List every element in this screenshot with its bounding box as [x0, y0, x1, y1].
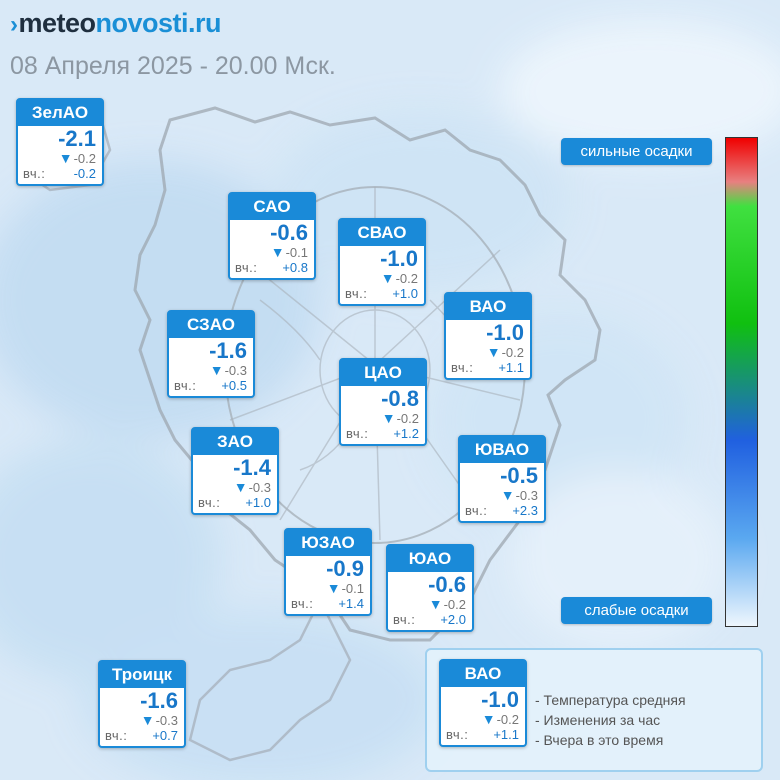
scale-label-heavy: сильные осадки [561, 138, 712, 165]
hourly-change: ▼-0.2 [58, 150, 96, 166]
district-name: СВАО [340, 220, 424, 246]
district-card-svao: СВАО -1.0 ▼-0.2 вч.: +1.0 [338, 218, 426, 306]
district-name: ЮВАО [460, 437, 544, 463]
down-triangle-icon: ▼ [326, 580, 341, 596]
yesterday-row: вч.: +1.1 [451, 360, 524, 375]
temperature: -1.0 [380, 246, 418, 271]
yesterday-row: вч.: +1.4 [291, 596, 364, 611]
temperature: -0.8 [381, 386, 419, 411]
hourly-change: ▼-0.2 [428, 596, 466, 612]
hourly-change: ▼-0.2 [381, 410, 419, 426]
district-card-tsao: ЦАО -0.8 ▼-0.2 вч.: +1.2 [339, 358, 427, 446]
district-card-yuao: ЮАО -0.6 ▼-0.2 вч.: +2.0 [386, 544, 474, 632]
district-card-yuzao: ЮЗАО -0.9 ▼-0.1 вч.: +1.4 [284, 528, 372, 616]
district-name: ЗАО [193, 429, 277, 455]
yesterday-row: вч.: +2.0 [393, 612, 466, 627]
temperature: -0.9 [326, 556, 364, 581]
yesterday-row: вч.: +1.0 [198, 495, 271, 510]
legend-line-change: - Изменения за час [535, 712, 661, 728]
yesterday-row: вч.: +0.5 [174, 378, 247, 393]
district-card-vao: ВАО -1.0 ▼-0.2 вч.: +1.1 [444, 292, 532, 380]
temperature: -1.6 [140, 688, 178, 713]
down-triangle-icon: ▼ [270, 244, 285, 260]
scale-label-light: слабые осадки [561, 597, 712, 624]
district-name: Троицк [100, 662, 184, 688]
down-triangle-icon: ▼ [58, 150, 73, 166]
district-name: ЮАО [388, 546, 472, 572]
site-logo: ›meteonovosti.ru [10, 8, 222, 38]
yesterday-row: вч.: +0.8 [235, 260, 308, 275]
district-name: САО [230, 194, 314, 220]
down-triangle-icon: ▼ [500, 487, 515, 503]
temperature: -1.6 [209, 338, 247, 363]
down-triangle-icon: ▼ [140, 712, 155, 728]
hourly-change: ▼-0.3 [209, 362, 247, 378]
yesterday-row: вч.: +1.0 [345, 286, 418, 301]
down-triangle-icon: ▼ [380, 270, 395, 286]
yesterday-row: вч.: +1.1 [446, 727, 519, 742]
yesterday-row: вч.: +1.2 [346, 426, 419, 441]
temperature: -1.0 [486, 320, 524, 345]
district-card-yuvao: ЮВАО -0.5 ▼-0.3 вч.: +2.3 [458, 435, 546, 523]
hourly-change: ▼-0.2 [481, 711, 519, 727]
down-triangle-icon: ▼ [481, 711, 496, 727]
down-triangle-icon: ▼ [209, 362, 224, 378]
legend-sample-card: ВАО -1.0 ▼-0.2 вч.: +1.1 [439, 659, 527, 747]
down-triangle-icon: ▼ [381, 410, 396, 426]
temperature: -1.4 [233, 455, 271, 480]
yesterday-row: вч.: +2.3 [465, 503, 538, 518]
district-card-zelao: ЗелАО -2.1 ▼-0.2 вч.: -0.2 [16, 98, 104, 186]
down-triangle-icon: ▼ [428, 596, 443, 612]
date-time-title: 08 Апреля 2025 - 20.00 Мск. [10, 52, 336, 80]
precipitation-scale [725, 137, 758, 627]
temperature: -2.1 [58, 126, 96, 151]
temperature: -0.5 [500, 463, 538, 488]
district-name: ВАО [441, 661, 525, 687]
legend-line-yesterday: - Вчера в это время [535, 732, 664, 748]
legend-line-temperature: - Температура средняя [535, 692, 686, 708]
down-triangle-icon: ▼ [233, 479, 248, 495]
district-card-szao: СЗАО -1.6 ▼-0.3 вч.: +0.5 [167, 310, 255, 398]
down-triangle-icon: ▼ [486, 344, 501, 360]
hourly-change: ▼-0.3 [500, 487, 538, 503]
district-card-troitsk: Троицк -1.6 ▼-0.3 вч.: +0.7 [98, 660, 186, 748]
yesterday-row: вч.: -0.2 [23, 166, 96, 181]
moscow-boundary [133, 106, 602, 642]
hourly-change: ▼-0.2 [380, 270, 418, 286]
legend-descriptions: - Температура средняя - Изменения за час… [535, 690, 686, 750]
district-name: ЦАО [341, 360, 425, 386]
hourly-change: ▼-0.1 [270, 244, 308, 260]
temperature: -1.0 [481, 687, 519, 712]
hourly-change: ▼-0.3 [140, 712, 178, 728]
hourly-change: ▼-0.3 [233, 479, 271, 495]
district-card-sao: САО -0.6 ▼-0.1 вч.: +0.8 [228, 192, 316, 280]
district-name: ЮЗАО [286, 530, 370, 556]
district-name: ВАО [446, 294, 530, 320]
district-name: ЗелАО [18, 100, 102, 126]
hourly-change: ▼-0.1 [326, 580, 364, 596]
logo-chevron-icon: › [10, 11, 18, 38]
district-card-zao: ЗАО -1.4 ▼-0.3 вч.: +1.0 [191, 427, 279, 515]
temperature: -0.6 [270, 220, 308, 245]
district-name: СЗАО [169, 312, 253, 338]
temperature: -0.6 [428, 572, 466, 597]
new-moscow-boundary [188, 597, 352, 762]
yesterday-row: вч.: +0.7 [105, 728, 178, 743]
hourly-change: ▼-0.2 [486, 344, 524, 360]
